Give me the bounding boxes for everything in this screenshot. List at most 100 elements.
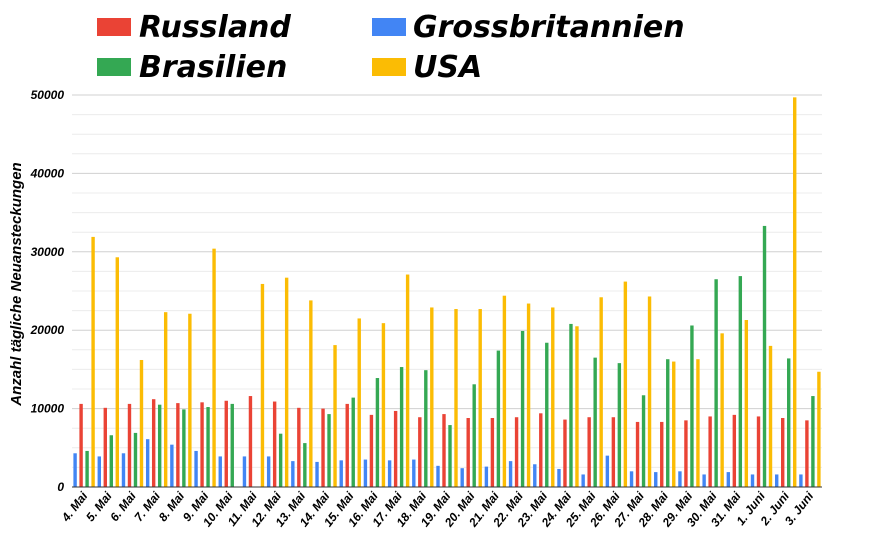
y-tick-label: 20000 xyxy=(30,323,65,337)
bar-brasilien-9 xyxy=(278,433,283,487)
bar-grossbritannien-3 xyxy=(121,453,126,487)
bar-russland-1 xyxy=(79,403,83,487)
y-axis-ticks: 0 10000 20000 30000 40000 50000 xyxy=(30,88,65,494)
y-tick-label: 30000 xyxy=(31,245,65,259)
y-tick-label: 10000 xyxy=(31,402,65,416)
bar-brasilien-15 xyxy=(424,370,428,487)
bar-brasilien-3 xyxy=(133,432,138,487)
bar-grossbritannien-27 xyxy=(702,474,706,487)
bar-russland-23 xyxy=(611,417,616,487)
legend-label-usa: USA xyxy=(413,50,482,85)
bar-brasilien-21 xyxy=(569,323,573,487)
bar-usa-12 xyxy=(357,318,361,487)
bar-grossbritannien-12 xyxy=(339,460,343,487)
bar-brasilien-18 xyxy=(496,350,501,487)
bar-russland-30 xyxy=(781,418,785,487)
bar-grossbritannien-28 xyxy=(726,472,731,487)
bar-usa-8 xyxy=(260,283,265,487)
legend-item-russland: Russland xyxy=(97,10,291,45)
bar-grossbritannien-5 xyxy=(170,444,174,487)
bar-grossbritannien-14 xyxy=(387,460,392,487)
bar-russland-13 xyxy=(369,414,374,487)
y-tick-label: 50000 xyxy=(31,88,65,102)
bar-grossbritannien-9 xyxy=(266,456,271,487)
bar-usa-5 xyxy=(188,313,192,487)
bar-grossbritannien-7 xyxy=(218,456,222,487)
bar-usa-27 xyxy=(720,333,724,487)
bar-brasilien-7 xyxy=(230,403,234,487)
bar-usa-22 xyxy=(599,297,603,487)
bar-russland-29 xyxy=(756,416,761,487)
bar-russland-22 xyxy=(587,417,591,487)
bar-grossbritannien-4 xyxy=(145,439,150,487)
bar-russland-12 xyxy=(345,403,349,487)
bar-usa-23 xyxy=(623,281,628,487)
bar-russland-9 xyxy=(272,401,277,487)
bar-brasilien-12 xyxy=(351,397,355,487)
y-axis-label: Anzahl tägliche Neuansteckungen xyxy=(8,162,25,406)
bar-brasilien-24 xyxy=(641,395,646,487)
bar-brasilien-2 xyxy=(109,435,113,487)
bar-russland-2 xyxy=(103,407,107,487)
bar-usa-21 xyxy=(575,326,579,487)
bar-brasilien-23 xyxy=(617,363,622,487)
bar-russland-10 xyxy=(297,407,301,487)
bar-usa-18 xyxy=(502,295,507,487)
bar-usa-29 xyxy=(768,345,773,487)
bar-russland-28 xyxy=(732,414,737,487)
bar-grossbritannien-8 xyxy=(242,456,247,487)
bar-brasilien-4 xyxy=(157,404,162,487)
bar-grossbritannien-2 xyxy=(97,456,101,487)
bar-brasilien-16 xyxy=(448,425,452,487)
bar-grossbritannien-26 xyxy=(678,471,682,487)
bar-russland-15 xyxy=(418,417,422,487)
bar-usa-9 xyxy=(284,277,289,487)
y-tick-label: 40000 xyxy=(30,166,65,180)
legend-item-brasilien: Brasilien xyxy=(97,50,287,85)
bar-brasilien-10 xyxy=(303,443,307,487)
bar-usa-15 xyxy=(430,307,434,487)
bar-russland-7 xyxy=(224,400,228,487)
legend-item-usa: USA xyxy=(372,50,482,85)
bar-brasilien-25 xyxy=(666,359,670,487)
legend-swatch-brasilien xyxy=(97,58,131,76)
bar-brasilien-1 xyxy=(85,450,89,487)
bar-usa-16 xyxy=(454,309,458,487)
bar-russland-26 xyxy=(684,420,688,487)
bar-brasilien-19 xyxy=(520,330,525,487)
bar-russland-3 xyxy=(127,403,132,487)
bar-grossbritannien-21 xyxy=(557,468,561,487)
y-tick-label: 0 xyxy=(57,480,64,494)
bar-brasilien-30 xyxy=(787,358,791,487)
bar-grossbritannien-11 xyxy=(315,461,319,487)
legend: Russland Brasilien Grossbritannien USA xyxy=(97,10,685,85)
bar-brasilien-11 xyxy=(327,414,331,487)
bar-brasilien-31 xyxy=(811,396,815,487)
legend-swatch-russland xyxy=(97,18,131,36)
bar-usa-17 xyxy=(478,309,482,487)
bar-grossbritannien-10 xyxy=(291,461,295,487)
bar-brasilien-6 xyxy=(206,407,210,487)
bar-usa-1 xyxy=(91,236,95,487)
legend-label-russland: Russland xyxy=(139,10,291,45)
bar-grossbritannien-15 xyxy=(412,459,416,487)
bar-usa-19 xyxy=(526,303,531,487)
bar-usa-4 xyxy=(163,312,168,487)
bar-grossbritannien-25 xyxy=(654,472,658,487)
bar-russland-14 xyxy=(393,410,398,487)
bar-usa-30 xyxy=(793,97,797,488)
bar-brasilien-5 xyxy=(182,409,186,487)
bar-brasilien-28 xyxy=(738,276,743,487)
bar-grossbritannien-16 xyxy=(436,465,440,487)
bar-grossbritannien-22 xyxy=(581,474,585,487)
bar-usa-13 xyxy=(381,323,386,487)
legend-swatch-grossbritannien xyxy=(372,18,406,36)
bar-usa-2 xyxy=(115,257,119,487)
legend-item-grossbritannien: Grossbritannien xyxy=(372,10,685,45)
bar-russland-4 xyxy=(151,399,156,487)
bar-usa-24 xyxy=(647,296,652,487)
bar-grossbritannien-30 xyxy=(775,474,779,487)
bar-russland-11 xyxy=(321,408,325,487)
